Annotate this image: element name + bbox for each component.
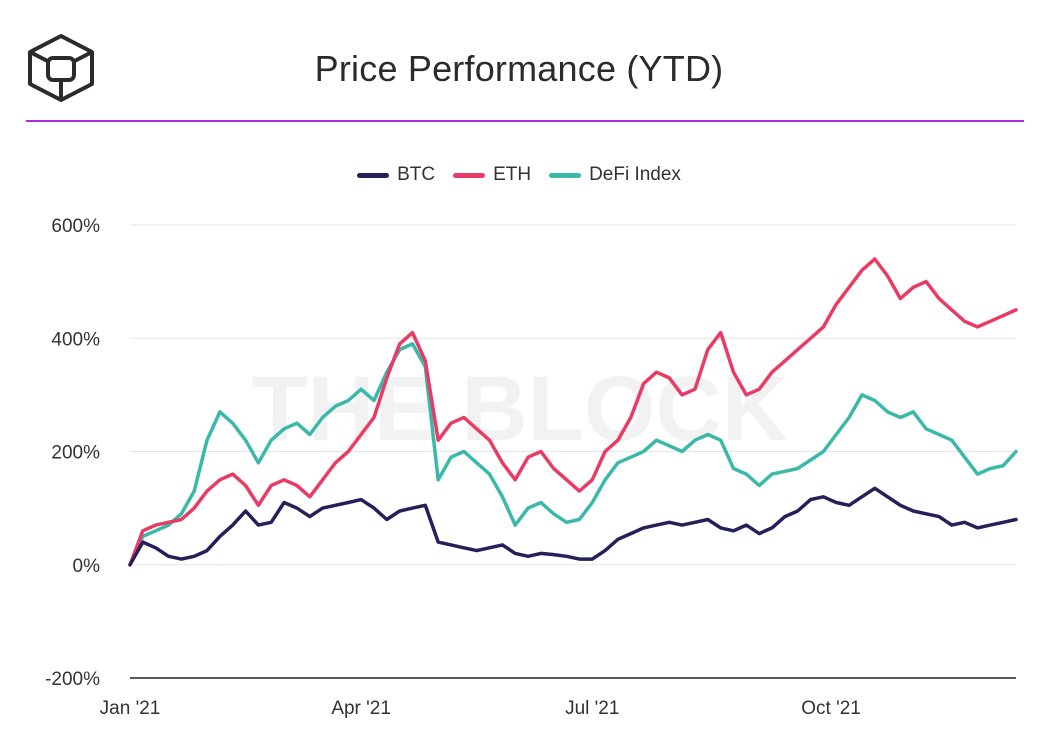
x-tick-label: Jan '21 [100,698,161,719]
legend-item-eth[interactable]: ETH [453,164,531,186]
x-tick-label: Oct '21 [801,698,861,719]
y-tick-label: -200% [45,669,100,690]
header-divider [26,120,1024,122]
y-tick-label: 0% [73,556,101,577]
legend: BTC ETH DeFi Index [0,164,1038,186]
series-line-defi-index[interactable] [128,342,1018,567]
legend-swatch-eth [453,172,486,178]
y-tick-label: 200% [51,443,100,464]
y-tick-label: 600% [51,216,100,237]
x-tick-label: Apr '21 [331,698,391,719]
series-line-eth[interactable] [128,257,1018,567]
y-axis: 600% 400% 200% 0% -200% [45,216,100,690]
legend-item-defi-index[interactable]: DeFi Index [549,164,681,186]
legend-label-defi-index: DeFi Index [589,164,681,185]
grid-lines [130,224,1016,679]
x-axis: Jan '21 Apr '21 Jul '21 Oct '21 [100,698,861,719]
legend-item-btc[interactable]: BTC [357,164,435,186]
x-tick-label: Jul '21 [565,698,619,719]
series-line-btc[interactable] [128,486,1018,567]
legend-label-eth: ETH [493,164,532,185]
legend-swatch-defi-index [549,172,582,178]
chart-title: Price Performance (YTD) [314,48,724,89]
legend-swatch-btc [357,172,390,178]
y-tick-label: 400% [51,329,100,350]
series-lines [128,257,1018,567]
legend-label-btc: BTC [397,164,436,185]
the-block-logo-icon [26,32,96,102]
